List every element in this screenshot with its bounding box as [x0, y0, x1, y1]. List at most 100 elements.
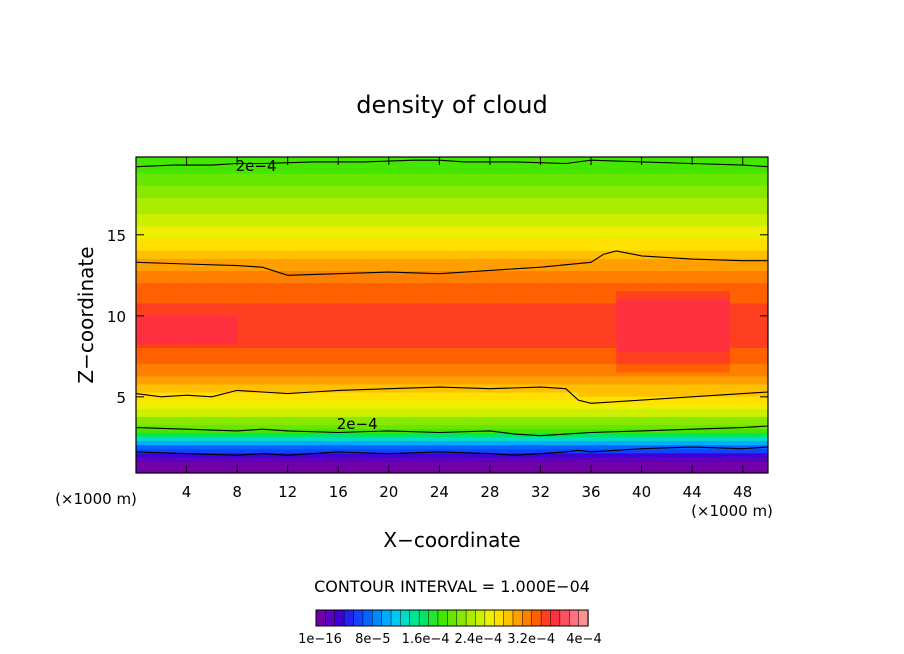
- field-cell: [470, 335, 478, 340]
- field-cell: [136, 375, 143, 381]
- field-cell: [205, 225, 213, 231]
- field-cell: [508, 278, 516, 284]
- field-cell: [237, 254, 245, 259]
- field-cell: [142, 383, 150, 389]
- field-cell: [382, 274, 390, 280]
- field-cell: [167, 173, 175, 178]
- field-cell: [173, 460, 181, 466]
- field-cell: [211, 335, 219, 340]
- field-cell: [521, 177, 529, 182]
- field-cell: [508, 169, 516, 174]
- field-cell: [452, 343, 459, 349]
- field-cell: [483, 310, 491, 316]
- field-cell: [268, 440, 276, 446]
- field-cell: [319, 282, 327, 288]
- field-cell: [433, 233, 440, 239]
- field-cell: [249, 383, 257, 389]
- field-cell: [350, 213, 358, 219]
- field-cell: [527, 335, 535, 340]
- field-cell: [401, 286, 409, 292]
- field-cell: [388, 274, 396, 280]
- field-cell: [306, 323, 314, 328]
- field-cell: [237, 197, 245, 203]
- field-cell: [395, 189, 403, 195]
- field-cell: [458, 319, 466, 324]
- field-cell: [331, 424, 339, 430]
- field-cell: [401, 310, 409, 316]
- field-cell: [218, 169, 226, 174]
- field-cell: [294, 274, 301, 280]
- field-cell: [477, 359, 485, 365]
- field-cell: [306, 396, 314, 401]
- field-cell: [161, 424, 169, 430]
- field-cell: [350, 371, 358, 377]
- field-cell: [464, 221, 472, 227]
- field-cell: [369, 464, 377, 470]
- field-cell: [256, 189, 263, 195]
- field-cell: [508, 217, 516, 223]
- field-cell: [445, 456, 453, 462]
- field-cell: [521, 383, 529, 389]
- field-cell: [325, 282, 333, 288]
- field-cell: [350, 157, 358, 162]
- field-cell: [407, 327, 415, 332]
- field-cell: [167, 412, 175, 417]
- field-cell: [275, 404, 282, 409]
- field-cell: [470, 420, 478, 425]
- field-cell: [237, 391, 245, 397]
- field-cell: [294, 181, 301, 186]
- field-cell: [224, 201, 232, 207]
- field-cell: [281, 185, 289, 191]
- field-cell: [186, 343, 194, 349]
- field-cell: [363, 201, 371, 207]
- field-cell: [287, 306, 295, 312]
- field-cell: [148, 440, 156, 446]
- field-cell: [224, 294, 232, 300]
- field-cell: [508, 424, 516, 430]
- field-cell: [161, 242, 169, 247]
- field-cell: [167, 339, 175, 344]
- field-cell: [382, 464, 390, 470]
- field-cell: [148, 335, 156, 340]
- field-cell: [205, 319, 213, 324]
- field-cell: [338, 428, 346, 434]
- field-cell: [142, 201, 150, 207]
- field-cell: [287, 157, 295, 162]
- field-cell: [224, 404, 232, 409]
- field-cell: [407, 412, 415, 417]
- field-cell: [426, 440, 434, 446]
- field-cell: [331, 428, 339, 434]
- field-cell: [433, 250, 440, 255]
- field-cell: [300, 254, 308, 259]
- field-cell: [439, 363, 447, 369]
- field-cell: [452, 258, 459, 263]
- field-cell: [319, 310, 327, 316]
- field-cell: [312, 306, 320, 312]
- field-cell: [205, 391, 213, 397]
- field-cell: [268, 310, 276, 316]
- field-cell: [395, 387, 403, 393]
- field-cell: [433, 355, 440, 361]
- field-cell: [534, 452, 542, 458]
- field-cell: [180, 424, 188, 430]
- field-cell: [483, 331, 491, 336]
- field-cell: [458, 379, 466, 385]
- field-cell: [401, 278, 409, 284]
- field-cell: [344, 396, 352, 401]
- field-cell: [350, 177, 358, 182]
- field-cell: [420, 197, 428, 203]
- field-cell: [224, 448, 232, 454]
- field-cell: [363, 448, 371, 454]
- field-cell: [534, 444, 542, 450]
- field-cell: [452, 266, 459, 272]
- field-cell: [439, 375, 447, 381]
- field-cell: [496, 343, 504, 349]
- field-cell: [173, 310, 181, 316]
- field-cell: [142, 270, 150, 276]
- field-cell: [224, 420, 232, 425]
- field-cell: [483, 266, 491, 272]
- field-cell: [262, 302, 270, 308]
- field-cell: [249, 416, 257, 421]
- field-cell: [350, 193, 358, 199]
- field-cell: [445, 181, 453, 186]
